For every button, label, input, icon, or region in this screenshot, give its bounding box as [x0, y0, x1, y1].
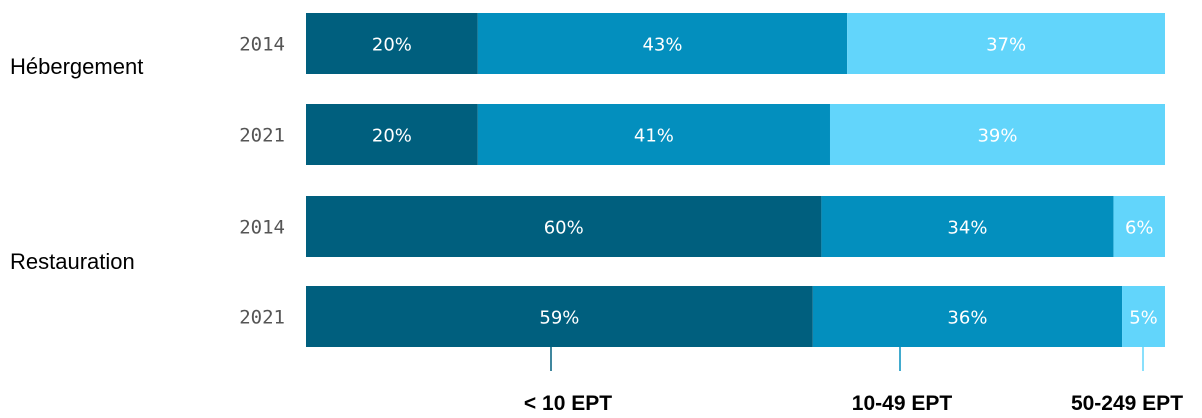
- legend-label: < 10 EPT: [524, 392, 612, 415]
- legend-label: 50-249 EPT: [1071, 392, 1183, 415]
- year-label: 2021: [239, 125, 285, 147]
- bar-segment: [477, 104, 830, 165]
- bar-segment: [829, 104, 1165, 165]
- year-label: 2014: [239, 34, 285, 56]
- bar-segment: [847, 13, 1165, 74]
- bar-segment: [306, 196, 822, 257]
- bar-segment: [1113, 196, 1165, 257]
- segment-label: 36%: [947, 308, 987, 329]
- segment-label: 43%: [642, 35, 682, 56]
- segment-label: 34%: [947, 218, 987, 239]
- segment-label: 20%: [372, 126, 412, 147]
- year-label: 2014: [239, 217, 285, 239]
- bar-segment: [477, 13, 848, 74]
- segment-label: 5%: [1129, 308, 1158, 329]
- segment-label: 41%: [634, 126, 674, 147]
- group-label: Restauration: [10, 249, 135, 274]
- segment-label: 39%: [977, 126, 1017, 147]
- year-label: 2021: [239, 307, 285, 329]
- bar-segment: [306, 286, 813, 347]
- segment-label: 60%: [544, 218, 584, 239]
- bar-segment: [1122, 286, 1165, 347]
- group-label: Hébergement: [10, 54, 143, 79]
- segment-label: 59%: [539, 308, 579, 329]
- bar-segment: [306, 13, 478, 74]
- segment-label: 6%: [1125, 218, 1154, 239]
- segment-label: 20%: [372, 35, 412, 56]
- bar-segment: [306, 104, 478, 165]
- segment-label: 37%: [986, 35, 1026, 56]
- bar-segment: [821, 196, 1114, 257]
- bar-segment: [812, 286, 1123, 347]
- legend-label: 10-49 EPT: [852, 392, 953, 415]
